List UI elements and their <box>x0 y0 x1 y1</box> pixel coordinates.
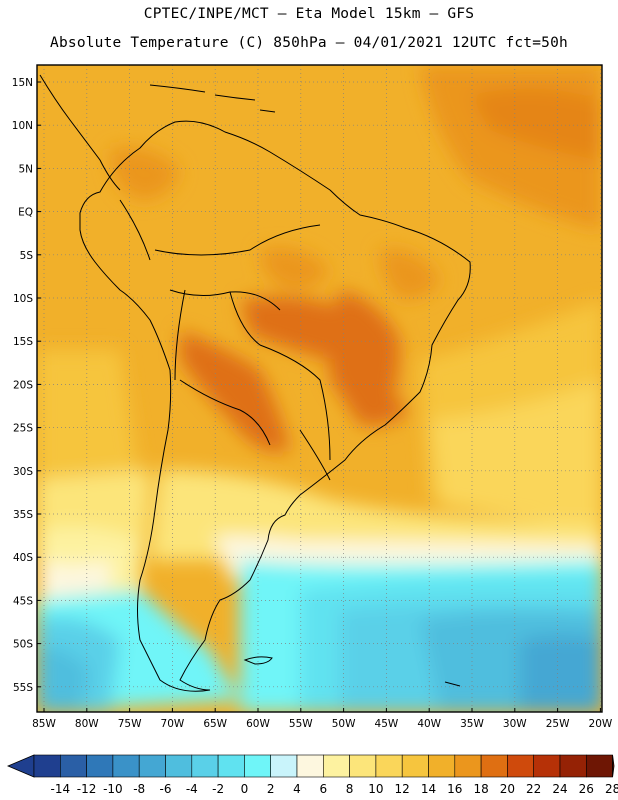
colorbar-label: 26 <box>579 782 594 796</box>
latitude-labels: 15N 10N 5N EQ 5S 10S 15S 20S 25S 30S 35S 40S 45S 50S 5… <box>12 77 41 694</box>
lat-label: 15N <box>12 77 33 89</box>
colorbar-swatch <box>296 754 324 778</box>
colorbar-label: 16 <box>447 782 462 796</box>
colorbar-swatch <box>559 754 587 778</box>
colorbar-swatch <box>507 754 534 778</box>
lon-label: 50W <box>332 718 356 730</box>
lat-label: 5N <box>18 163 33 175</box>
lat-label: 45S <box>13 595 33 607</box>
lat-label: 50S <box>13 639 33 651</box>
lat-label: 40S <box>13 552 33 564</box>
lon-label: 40W <box>417 718 441 730</box>
lat-label: 10S <box>13 293 33 305</box>
colorbar-label: -10 <box>103 782 123 796</box>
colorbar-label: 6 <box>319 782 327 796</box>
colorbar-label: 10 <box>368 782 383 796</box>
colorbar-swatch <box>349 754 377 778</box>
lon-label: 45W <box>375 718 399 730</box>
lon-label: 70W <box>161 718 185 730</box>
lon-label: 80W <box>75 718 99 730</box>
lat-label: 55S <box>13 682 33 694</box>
colorbar-arrow-right <box>612 754 615 778</box>
colorbar-swatch <box>585 754 613 778</box>
colorbar-swatch <box>33 754 61 778</box>
colorbar-label: -2 <box>212 782 224 796</box>
colorbar-swatch <box>165 754 193 778</box>
colorbar-label: -12 <box>77 782 97 796</box>
colorbar-labels: -14 -12 -10 -8 -6 -4 -2 0 2 4 6 8 10 12 14 16 18 20 22 24 26… <box>50 782 618 796</box>
lon-label: 85W <box>32 718 56 730</box>
lon-label: 20W <box>589 718 613 730</box>
lon-label: 55W <box>289 718 313 730</box>
colorbar-swatch <box>480 754 508 778</box>
colorbar-swatch <box>428 754 456 778</box>
falkland-islands <box>243 656 273 665</box>
lon-label: 65W <box>203 718 227 730</box>
colorbar-label: 4 <box>293 782 301 796</box>
map-frame <box>36 64 603 713</box>
lat-label: 15S <box>13 336 33 348</box>
colorbar-label: -4 <box>186 782 198 796</box>
lat-label: 10N <box>12 120 33 132</box>
longitude-labels: 85W 80W 75W 70W 65W 60W 55W 50W 45W 40W 35W 30W 25W 2… <box>32 708 613 730</box>
lon-label: 60W <box>246 718 270 730</box>
caribbean-islands <box>149 84 276 113</box>
colorbar-label: 8 <box>346 782 354 796</box>
colorbar-swatch <box>191 754 219 778</box>
colorbar <box>6 754 615 778</box>
lat-label: 30S <box>13 466 33 478</box>
colorbar-label: 20 <box>500 782 515 796</box>
temperature-field <box>37 65 602 712</box>
colorbar-label: -6 <box>160 782 172 796</box>
title-line-2: Absolute Temperature (C) 850hPa – 04/01/… <box>50 35 568 51</box>
lat-label: 20S <box>13 379 33 391</box>
title-line-1: CPTEC/INPE/MCT – Eta Model 15km – GFS <box>143 6 475 22</box>
colorbar-label: 28 <box>605 782 618 796</box>
lon-label: 25W <box>546 718 570 730</box>
colorbar-label: -14 <box>50 782 70 796</box>
colorbar-swatch <box>401 754 429 778</box>
colorbar-arrow-left <box>6 754 35 778</box>
colorbar-label: 14 <box>421 782 436 796</box>
colorbar-swatch <box>112 754 140 778</box>
colorbar-swatch <box>59 754 87 778</box>
lon-label: 75W <box>118 718 142 730</box>
lat-label: 35S <box>13 509 33 521</box>
central-america <box>39 74 121 191</box>
lon-label: 35W <box>460 718 484 730</box>
colorbar-swatch <box>86 754 114 778</box>
lat-label: EQ <box>18 207 33 219</box>
colorbar-swatch <box>138 754 166 778</box>
colorbar-swatch <box>270 754 298 778</box>
coastlines <box>39 74 471 692</box>
colorbar-label: 2 <box>267 782 275 796</box>
lon-label: 30W <box>503 718 527 730</box>
colorbar-swatch <box>454 754 482 778</box>
colorbar-swatch <box>533 754 561 778</box>
colorbar-label: 22 <box>526 782 541 796</box>
borders <box>119 199 331 481</box>
colorbar-swatch <box>244 754 271 778</box>
colorbar-label: 18 <box>473 782 488 796</box>
lat-label: 25S <box>13 423 33 435</box>
colorbar-label: 12 <box>395 782 410 796</box>
colorbar-label: 24 <box>552 782 567 796</box>
lat-label: 5S <box>20 250 34 262</box>
south-america-outline <box>79 120 471 692</box>
colorbar-swatch <box>375 754 403 778</box>
colorbar-swatch <box>217 754 245 778</box>
colorbar-label: -8 <box>133 782 145 796</box>
colorbar-label: 0 <box>241 782 249 796</box>
colorbar-swatch <box>322 754 350 778</box>
south-georgia <box>444 681 461 687</box>
